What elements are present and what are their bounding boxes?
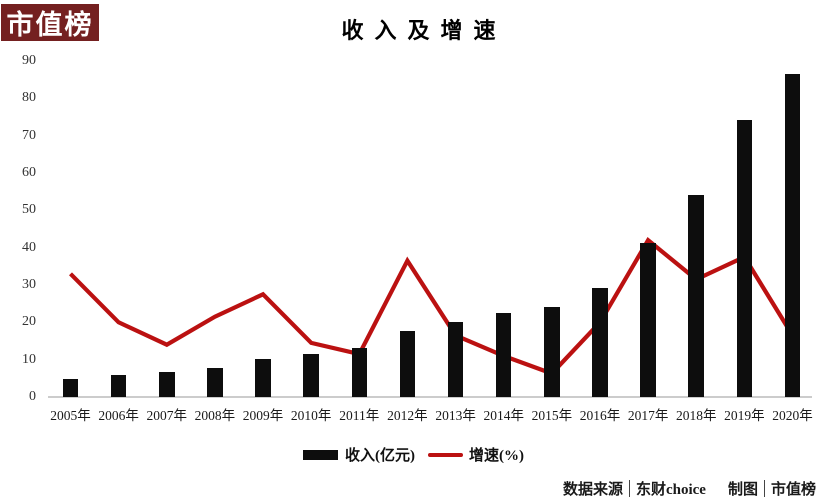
site-logo: 市值榜 xyxy=(1,4,99,41)
revenue-bar xyxy=(303,354,319,397)
revenue-bar xyxy=(351,348,368,397)
chart-title: 收入及增速 xyxy=(341,18,507,43)
revenue-bar xyxy=(544,307,560,397)
site-logo-text: 市值榜 xyxy=(6,10,94,40)
x-axis-tick-label: 2015年 xyxy=(531,408,573,423)
chart-maker-value: 市值榜 xyxy=(770,482,816,498)
revenue-bar xyxy=(784,74,801,397)
footer-separator xyxy=(628,480,630,497)
revenue-bar xyxy=(447,321,464,397)
x-axis-line xyxy=(48,396,812,398)
growth-line xyxy=(69,237,795,376)
y-axis-tick-label: 50 xyxy=(22,202,36,218)
y-axis-tick-label: 10 xyxy=(22,351,36,367)
y-axis-tick-label: 20 xyxy=(22,314,36,330)
y-axis-tick-label: 70 xyxy=(22,127,36,143)
x-axis-tick-label: 2018年 xyxy=(675,408,717,423)
x-axis-tick-label: 2016年 xyxy=(579,408,621,423)
x-axis-tick-label: 2020年 xyxy=(772,408,813,423)
revenue-bar xyxy=(62,379,79,397)
y-axis-tick-label: 0 xyxy=(29,389,36,404)
revenue-bar xyxy=(399,330,416,397)
x-axis-tick-label: 2017年 xyxy=(627,408,669,423)
revenue-bar xyxy=(495,313,512,397)
data-source-value: 东财choice xyxy=(635,482,706,498)
x-axis-tick-label: 2006年 xyxy=(98,408,139,423)
x-axis-tick-label: 2005年 xyxy=(50,408,91,423)
revenue-bar xyxy=(736,119,753,397)
data-source-label: 数据来源 xyxy=(562,482,623,498)
x-axis-tick-label: 2011年 xyxy=(339,408,380,423)
chart-legend: 收入(亿元) 增速(%) xyxy=(303,444,524,465)
footer-separator xyxy=(763,480,765,497)
revenue-bar xyxy=(255,359,271,397)
x-axis-tick-label: 2019年 xyxy=(724,408,765,423)
legend-item-growth: 增速(%) xyxy=(428,444,524,465)
y-axis-tick-label: 60 xyxy=(22,165,36,180)
y-axis-tick-label: 30 xyxy=(22,277,36,292)
y-axis-tick-label: 80 xyxy=(22,90,36,106)
x-axis-tick-label: 2009年 xyxy=(242,408,284,423)
x-axis-tick-label: 2012年 xyxy=(387,408,428,423)
legend-label-growth: 增速(%) xyxy=(469,448,524,464)
revenue-bar xyxy=(159,372,175,397)
growth-line-swatch-icon xyxy=(428,452,463,457)
credits-footer: 数据来源 东财choice 制图 市值榜 xyxy=(563,478,816,499)
x-axis-tick-label: 2008年 xyxy=(194,408,236,423)
revenue-bar-swatch-icon xyxy=(303,449,338,460)
y-axis-tick-label: 40 xyxy=(22,239,36,255)
legend-item-revenue: 收入(亿元) xyxy=(303,444,415,465)
revenue-bar xyxy=(207,367,223,397)
y-axis-tick-label: 90 xyxy=(22,53,36,68)
chart-maker-label: 制图 xyxy=(727,482,758,498)
x-axis-tick-label: 2013年 xyxy=(435,408,476,423)
revenue-bar xyxy=(640,242,656,397)
revenue-bar xyxy=(110,375,127,397)
revenue-bar xyxy=(592,288,608,397)
x-axis-tick-label: 2014年 xyxy=(483,408,524,423)
x-axis-tick-label: 2010年 xyxy=(290,408,332,423)
x-axis-tick-label: 2007年 xyxy=(146,408,188,423)
revenue-bar xyxy=(688,195,704,397)
legend-label-revenue: 收入(亿元) xyxy=(345,448,415,464)
